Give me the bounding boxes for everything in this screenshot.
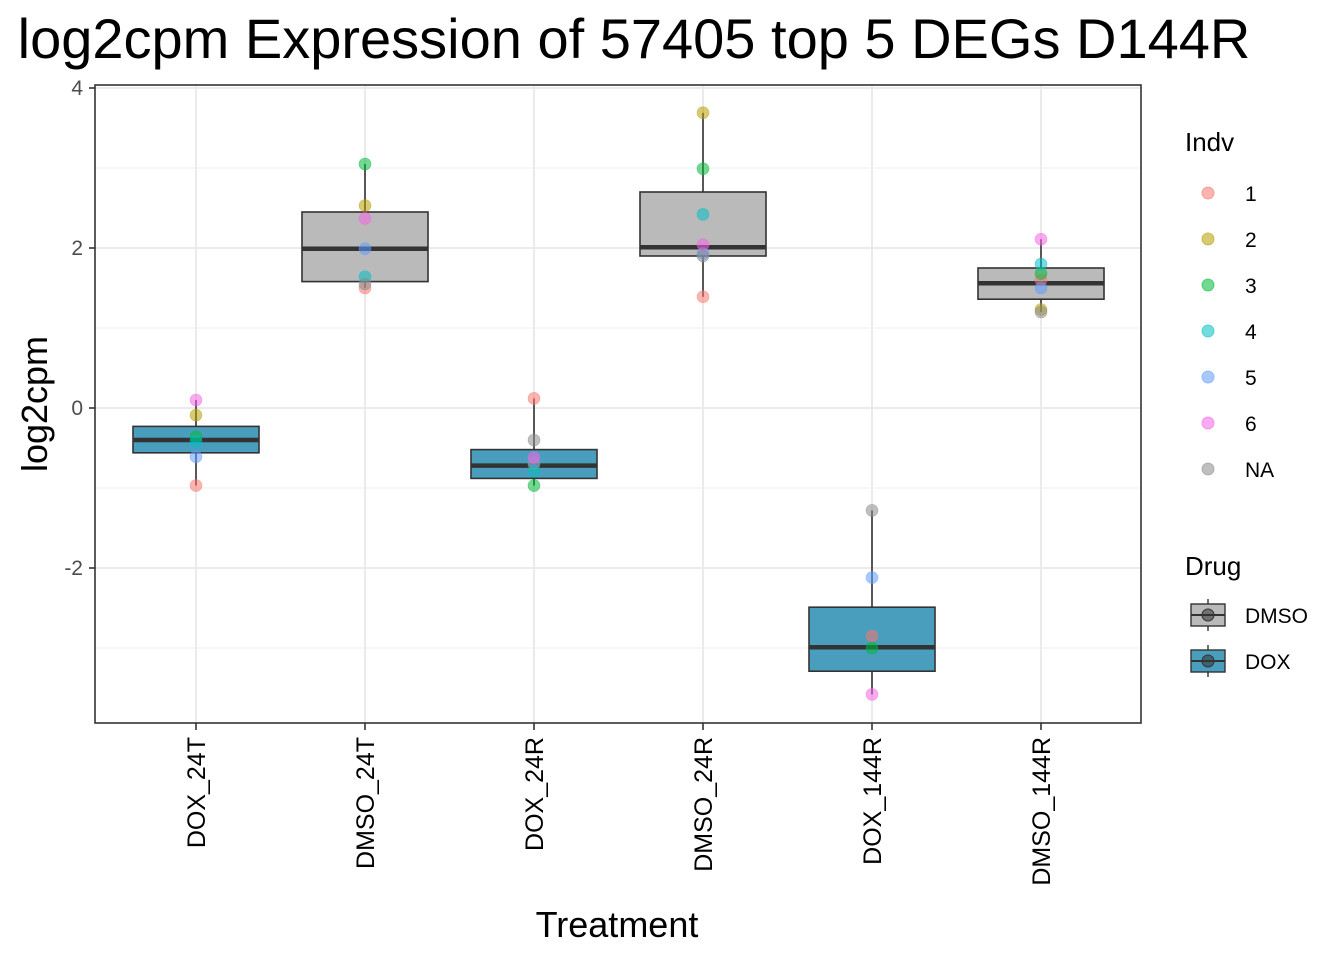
legend-indv-label: 6 [1245, 413, 1257, 436]
legend-indv-label: 5 [1245, 367, 1257, 390]
legend-indv-key [1201, 370, 1215, 384]
legend-indv-label: 2 [1245, 229, 1257, 252]
plot-area [95, 85, 1141, 723]
data-point [696, 106, 710, 120]
data-point [1034, 257, 1048, 271]
legend-indv-title: Indv [1185, 127, 1234, 157]
legend-indv-label: 1 [1245, 183, 1257, 206]
data-point [189, 479, 203, 492]
axes: -2 0 2 4 DOX_24T DMSO_24T DOX_24R DMSO_24R DOX_1… [64, 77, 1142, 886]
data-point [696, 249, 710, 263]
data-point [696, 208, 710, 221]
data-point [358, 277, 372, 291]
legend-indv-label: NA [1245, 459, 1274, 482]
legend-drug-label: DOX [1245, 651, 1291, 674]
y-tick-label: 4 [71, 77, 83, 100]
legend-indv-key [1201, 278, 1215, 292]
x-axis-title: Treatment [536, 904, 699, 945]
x-tick-label: DOX_24R [521, 737, 549, 851]
legend-indv: Indv 1 2 3 4 5 6 NA [1185, 127, 1274, 482]
data-point [189, 450, 203, 464]
data-point [865, 641, 879, 655]
x-tick-label: DMSO_24R [690, 737, 718, 872]
data-point [527, 433, 541, 447]
x-tick-label: DOX_144R [859, 737, 887, 865]
data-point [865, 504, 879, 517]
data-point [527, 392, 541, 405]
data-point [358, 212, 372, 225]
legend-drug-label: DMSO [1245, 605, 1308, 628]
legend-indv-key [1201, 232, 1215, 246]
y-tick-label: -2 [64, 557, 83, 580]
data-point [696, 238, 710, 252]
data-point [1034, 305, 1048, 319]
legend-drug-point [1201, 608, 1215, 622]
data-point [358, 199, 372, 212]
data-point [865, 571, 879, 584]
y-tick-label: 0 [71, 397, 83, 420]
x-tick-label: DMSO_24T [352, 737, 380, 869]
plot-background [95, 85, 1141, 723]
data-point [696, 162, 710, 176]
data-point [189, 408, 203, 422]
chart-title: log2cpm Expression of 57405 top 5 DEGs D… [18, 7, 1251, 70]
legend-indv-label: 3 [1245, 275, 1257, 298]
x-tick-label: DMSO_144R [1028, 737, 1056, 886]
data-point [865, 688, 879, 701]
data-point [358, 242, 372, 256]
data-point [189, 435, 203, 448]
data-point [696, 290, 710, 304]
data-point [1034, 232, 1048, 246]
data-point [189, 393, 203, 407]
legend-indv-key [1201, 462, 1215, 476]
legend-drug-title: Drug [1185, 551, 1241, 581]
y-axis-title: log2cpm [14, 336, 55, 472]
data-point [1034, 281, 1048, 295]
legend-indv-key [1201, 416, 1215, 430]
legend-drug-point [1201, 654, 1215, 668]
legend-indv-label: 4 [1245, 321, 1257, 344]
plot-border [94, 84, 1142, 724]
legend-indv-key [1201, 186, 1215, 200]
data-point [865, 629, 879, 643]
x-tick-label: DOX_24T [183, 737, 211, 848]
y-tick-label: 2 [71, 237, 83, 260]
legend-indv-key [1201, 324, 1215, 338]
legend-drug: Drug DMSO DOX [1185, 551, 1308, 677]
data-point [358, 157, 372, 171]
data-point [527, 451, 541, 464]
data-point [527, 479, 541, 492]
